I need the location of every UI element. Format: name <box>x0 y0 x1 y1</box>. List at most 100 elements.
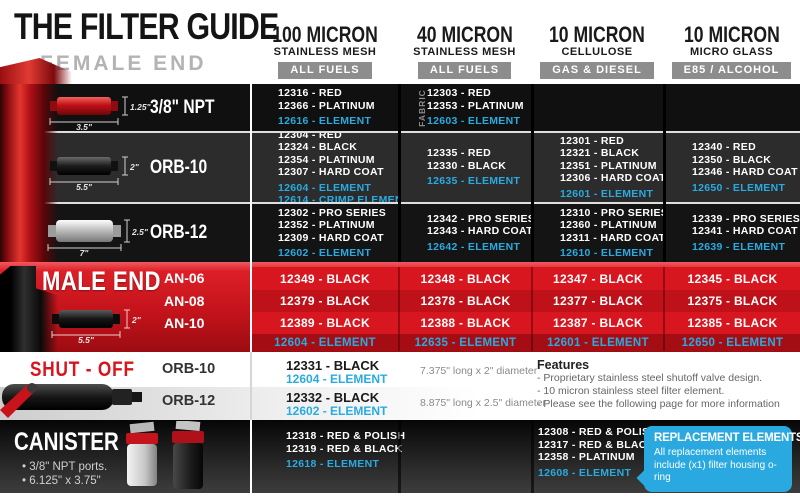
column-micron: 10 MICRON <box>549 22 645 47</box>
part-number: 12319 - RED & BLACK <box>286 442 403 455</box>
cell: 12385 - BLACK <box>663 312 800 334</box>
cell: 12388 - BLACK <box>398 312 531 334</box>
part-number: 12341 - HARD COAT <box>692 225 798 238</box>
column-header-10-micron-microglass: 10 MICRON MICRO GLASS E85 / ALCOHOL <box>663 0 800 84</box>
part-number: 12379 - BLACK <box>280 294 370 308</box>
element-number: 12635 - ELEMENT <box>414 336 517 349</box>
label-column-divider <box>250 262 252 352</box>
cell: 12375 - BLACK <box>663 290 800 312</box>
element-number: 12601 - ELEMENT <box>547 336 649 349</box>
row-label-cell: 2" 5.5" ORB-10 <box>0 133 252 202</box>
part-number: 12301 - RED <box>560 134 624 147</box>
element-number: 12635 - ELEMENT <box>427 175 521 188</box>
cell-npt-40micron: FABRIC 12303 - RED 12353 - PLATINUM 1260… <box>398 84 531 131</box>
part-number: 12339 - PRO SERIES <box>692 212 800 225</box>
fabric-note: FABRIC <box>416 88 427 127</box>
male-end-label: MALE END <box>42 266 161 296</box>
column-header-40-micron: 40 MICRON STAINLESS MESH ALL FUELS <box>398 0 531 84</box>
svg-text:1.25": 1.25" <box>130 102 152 112</box>
canister-bullets: 3/8" NPT ports. 6.125" x 3.75" <box>22 460 107 488</box>
npt-filter-diagram: 1.25" 3.5" <box>49 96 152 131</box>
part-number: 12304 - RED <box>278 133 342 141</box>
part-number: 12330 - BLACK <box>427 159 507 172</box>
part-number: 12378 - BLACK <box>420 294 511 308</box>
part-number: 12346 - HARD COAT <box>692 166 798 178</box>
cell: 12387 - BLACK <box>531 312 663 334</box>
cell: 12601 - ELEMENT <box>531 334 663 351</box>
header: THE FILTER GUIDE FEMALE END 100 MICRON S… <box>0 0 800 84</box>
part-number: 12303 - RED <box>427 87 491 100</box>
cell: 12378 - BLACK <box>398 290 531 312</box>
element-number: 12650 - ELEMENT <box>681 336 784 349</box>
shutoff-section: SHUT - OFF ORB-10 ORB-12 12331 - BLACK 1… <box>0 352 800 420</box>
label-column-divider <box>250 352 252 420</box>
column-media: STAINLESS MESH <box>413 46 516 58</box>
fuel-badge: E85 / ALCOHOL <box>671 62 792 79</box>
element-number: 12650 - ELEMENT <box>692 181 786 194</box>
part-number: 12318 - RED & POLISH <box>286 430 406 442</box>
cell-npt-10micron-microglass-empty <box>663 84 800 131</box>
fuel-badge: ALL FUELS <box>278 62 372 79</box>
row-label-orb10: ORB-10 <box>162 361 216 377</box>
part-number: 12311 - HARD COAT <box>560 231 663 244</box>
column-header-10-micron-cellulose: 10 MICRON CELLULOSE GAS & DIESEL <box>531 0 663 84</box>
feature-item: - Proprietary stainless steel shutoff va… <box>537 372 763 384</box>
features-title: Features <box>537 358 590 372</box>
part-number: 12388 - BLACK <box>420 316 511 330</box>
element-number: 12602 - ELEMENT <box>286 404 388 418</box>
svg-text:2.5": 2.5" <box>131 227 149 237</box>
part-number: 12345 - BLACK <box>687 271 778 286</box>
cell: 12377 - BLACK <box>531 290 663 312</box>
row-label-an08: AN-08 <box>164 293 205 309</box>
cell-orb12-10micron-microglass: 12339 - PRO SERIES 12341 - HARD COAT 126… <box>663 204 800 262</box>
part-number: 12343 - HARD COAT <box>427 225 531 238</box>
cell: 12345 - BLACK <box>663 267 800 290</box>
part-number: 12387 - BLACK <box>553 316 643 330</box>
element-number: 12604 - ELEMENT <box>278 181 372 194</box>
size-note: 8.875" long x 2.5" diameter <box>420 397 546 409</box>
part-number: 12316 - RED <box>278 87 342 100</box>
cell: 12389 - BLACK <box>252 312 398 334</box>
row-label: ORB-12 <box>150 222 208 243</box>
element-number: 12616 - ELEMENT <box>278 115 372 128</box>
row-label: 3/8" NPT <box>150 96 215 118</box>
part-number: 12317 - RED & BLACK <box>538 438 655 451</box>
svg-text:3.5": 3.5" <box>76 122 93 131</box>
part-number: 12348 - BLACK <box>420 271 511 286</box>
female-end-label: FEMALE END <box>40 52 207 75</box>
element-number: 12604 - ELEMENT <box>286 372 388 386</box>
column-divider <box>398 84 401 262</box>
part-number: 12352 - PLATINUM <box>278 219 375 231</box>
part-number: 12375 - BLACK <box>687 294 778 308</box>
fuel-badge: GAS & DIESEL <box>540 62 654 79</box>
cell-orb10-40micron: 12335 - RED 12330 - BLACK 12635 - ELEMEN… <box>398 133 531 202</box>
part-number: 12349 - BLACK <box>280 271 370 286</box>
part-number: 12307 - HARD COAT <box>278 166 384 178</box>
shutoff-valve-photo <box>0 383 142 418</box>
column-micron: 40 MICRON <box>416 22 513 47</box>
column-media: STAINLESS MESH <box>273 46 377 58</box>
part-number: 12377 - BLACK <box>553 294 643 308</box>
male-end-section: MALE END 2" 5.5" AN-06 AN-08 AN-10 12349… <box>0 262 800 352</box>
part-number: 12306 - HARD COAT <box>560 172 663 185</box>
part-number: 12332 - BLACK <box>286 390 380 405</box>
cell-canister-100micron: 12318 - RED & POLISH 12319 - RED & BLACK… <box>286 430 405 471</box>
male-row-an10: 12389 - BLACK 12388 - BLACK 12387 - BLAC… <box>252 312 800 334</box>
bullet-item: 6.125" x 3.75" <box>22 474 107 488</box>
part-number: 12308 - RED & POLISH <box>538 426 658 438</box>
header-left: THE FILTER GUIDE FEMALE END <box>0 0 279 84</box>
male-row-elements: 12604 - ELEMENT 12635 - ELEMENT 12601 - … <box>252 334 800 351</box>
part-number: 12353 - PLATINUM <box>427 99 524 112</box>
column-media: CELLULOSE <box>561 46 633 58</box>
element-number: 12639 - ELEMENT <box>692 240 786 253</box>
row-label-orb12: ORB-12 <box>162 393 216 409</box>
column-divider <box>531 420 534 493</box>
cell-canister-10micron-cellulose: 12308 - RED & POLISH 12317 - RED & BLACK… <box>538 426 657 479</box>
size-note: 7.375" long x 2" diameter <box>420 365 538 377</box>
part-number: 12342 - PRO SERIES <box>427 212 531 225</box>
replacement-elements-callout: REPLACEMENT ELEMENTS All replacement ele… <box>636 426 800 492</box>
feature-item: - 10 micron stainless steel filter eleme… <box>537 385 725 397</box>
element-number: 12608 - ELEMENT <box>538 466 632 479</box>
cell-orb10-10micron-cellulose: 12301 - RED 12321 - BLACK 12351 - PLATIN… <box>531 133 663 202</box>
